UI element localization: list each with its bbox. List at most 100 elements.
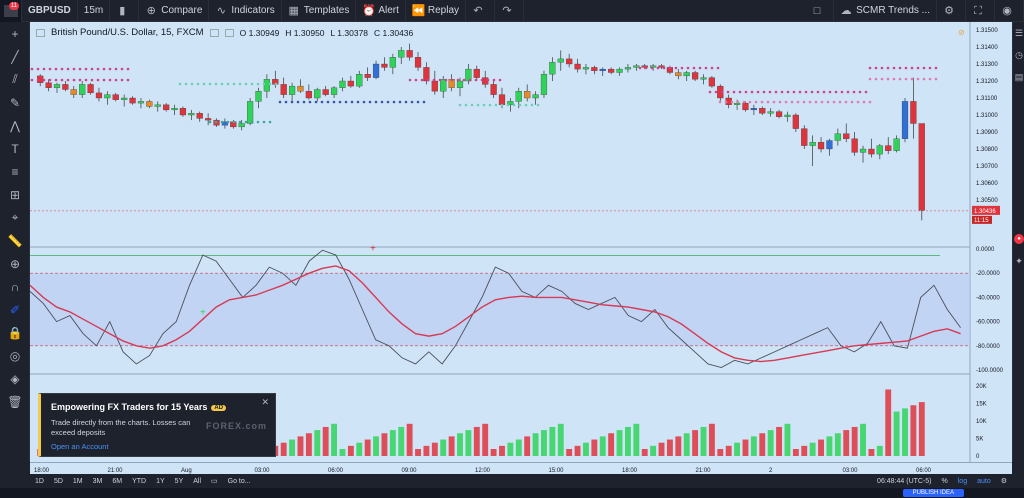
resistance-dot (668, 66, 672, 70)
range-all[interactable]: All (193, 477, 202, 485)
range-ytd[interactable]: YTD (132, 477, 147, 485)
zoom-tool[interactable]: ⊕ (0, 252, 30, 275)
delete-tool[interactable]: 🗑 (0, 390, 30, 413)
level-dot (380, 100, 384, 104)
range-1y[interactable]: 1Y (156, 477, 165, 485)
current-price-label: 1.30436 (974, 209, 996, 215)
support-dot (190, 82, 194, 86)
volume-bar (574, 445, 581, 456)
range-1d[interactable]: 1D (35, 477, 44, 485)
fib-tool[interactable]: ≡ (0, 160, 30, 183)
magnet-tool[interactable]: ∩ (0, 275, 30, 298)
resistance-dot (692, 66, 696, 70)
chat-button[interactable]: ● (1013, 228, 1024, 250)
resistance-dot (60, 67, 64, 71)
indicators-button[interactable]: ∿ Indicators (209, 0, 282, 22)
range-3m[interactable]: 3M (92, 477, 103, 485)
replay-button[interactable]: ⏪ Replay (406, 0, 467, 22)
symbol-search-button[interactable]: GBPUSD (22, 0, 78, 22)
legend-collapse-icon[interactable] (36, 28, 45, 37)
snapshot-button[interactable]: ◉ (995, 0, 1024, 22)
trendline-tool[interactable]: ╱ (0, 45, 30, 68)
layout-button[interactable]: □ (805, 0, 835, 22)
price-tick-label: 1.30500 (976, 198, 998, 204)
chart-area[interactable]: 1.31500 1.31400 1.31300 1.31200 1.31100 1.310… (30, 22, 1012, 462)
resistance-dot (102, 78, 106, 82)
interval-button[interactable]: 15m (78, 0, 111, 22)
replay-icon: ⏪ (411, 4, 426, 17)
pitchfork-tool[interactable]: ⫽ (0, 68, 30, 91)
data-window-button[interactable]: ▤ (1013, 66, 1024, 88)
resistance-dot (780, 90, 784, 94)
bottom-toolbar: 1D 5D 1M 3M 6M YTD 1Y 5Y All ▭ Go to... … (30, 474, 1012, 488)
chart-style-button[interactable]: ▮ (110, 0, 140, 22)
resistance-dot (820, 100, 824, 104)
volume-bar (750, 436, 757, 456)
resistance-dot (852, 90, 856, 94)
range-1m[interactable]: 1M (72, 477, 83, 485)
resistance-dot (96, 78, 100, 82)
pattern-tool[interactable]: ⋀ (0, 114, 30, 137)
settings-button[interactable]: ⚙ (937, 0, 966, 22)
candle-body (876, 145, 883, 155)
alerts-panel-button[interactable]: ◷ (1013, 44, 1024, 66)
range-5d[interactable]: 5D (53, 477, 63, 485)
templates-button[interactable]: ▦ Templates (282, 0, 357, 22)
ad-notification[interactable]: ✕ Empowering FX Traders for 15 Years AD T… (38, 393, 276, 457)
publish-idea-button[interactable]: PUBLISH IDEA (902, 489, 964, 497)
candle-body (297, 85, 304, 92)
alert-button[interactable]: ⏰ Alert (356, 0, 406, 22)
user-avatar[interactable]: 11 (0, 0, 22, 22)
resistance-dot (856, 100, 860, 104)
axis-settings-icon[interactable]: ⚙ (1000, 478, 1007, 485)
open-account-link[interactable]: Open an Account (51, 442, 109, 451)
oscillator-tick-label: -80.0000 (976, 344, 1000, 350)
resistance-dot (714, 90, 718, 94)
calendar-icon[interactable]: ▭ (211, 478, 218, 485)
resistance-dot (480, 78, 484, 82)
toast-title-text: Empowering FX Traders for 15 Years (51, 402, 208, 412)
resistance-dot (704, 66, 708, 70)
ideas-button[interactable]: ✦ (1013, 250, 1024, 272)
ruler-icon: 📏 (7, 233, 23, 248)
level-dot (356, 100, 360, 104)
percent-toggle[interactable]: % (941, 477, 948, 485)
candle-body (826, 140, 833, 150)
fullscreen-button[interactable]: ⛶ (966, 0, 995, 22)
brush-tool[interactable]: ✎ (0, 91, 30, 114)
close-icon[interactable]: ✕ (261, 397, 269, 407)
layout-name-button[interactable]: ☁ SCMR Trends ... (834, 0, 937, 22)
ruler-tool[interactable]: 📏 (0, 229, 30, 252)
text-tool[interactable]: T (0, 137, 30, 160)
auto-toggle[interactable]: auto (977, 477, 991, 485)
candle-body (641, 65, 648, 68)
lock-tool[interactable]: 🔒 (0, 321, 30, 344)
legend-settings-icon[interactable] (224, 28, 234, 37)
projection-tool[interactable]: ⊞ (0, 183, 30, 206)
price-tick-label: 1.31000 (976, 113, 998, 119)
icon-tool[interactable]: ⌖ (0, 206, 30, 229)
time-axis[interactable]: 18:00 21:00 Aug 03:00 06:00 09:00 12:00 15:00 18… (30, 462, 1012, 474)
resistance-dot (892, 77, 896, 81)
cloud-icon: ☁ (840, 4, 852, 17)
crosshair-tool[interactable]: + (0, 22, 30, 45)
legend-visibility-icon[interactable] (209, 28, 219, 37)
redo-button[interactable]: ↷ (495, 0, 525, 22)
candle-body (633, 65, 640, 68)
goto-button[interactable]: Go to... (227, 477, 251, 485)
visibility-tool[interactable]: ◎ (0, 344, 30, 367)
utc-clock[interactable]: 06:48:44 (UTC-5) (877, 477, 932, 485)
layers-tool[interactable]: ◈ (0, 367, 30, 390)
compare-button[interactable]: ⊕ Compare (139, 0, 210, 22)
undo-button[interactable]: ↶ (466, 0, 496, 22)
toast-title: Empowering FX Traders for 15 Years AD (51, 402, 265, 412)
watchlist-button[interactable]: ☰ (1013, 22, 1024, 44)
support-dot (512, 103, 516, 107)
resistance-dot (710, 66, 714, 70)
stay-drawing-tool[interactable]: ✐ (0, 298, 30, 321)
range-5y[interactable]: 5Y (174, 477, 184, 485)
top-toolbar: 11 GBPUSD 15m ▮ ⊕ Compare ∿ Indicators ▦ Te… (0, 0, 1024, 22)
range-6m[interactable]: 6M (112, 477, 123, 485)
price-tick-label: 1.31100 (976, 96, 998, 102)
log-toggle[interactable]: log (957, 477, 968, 485)
